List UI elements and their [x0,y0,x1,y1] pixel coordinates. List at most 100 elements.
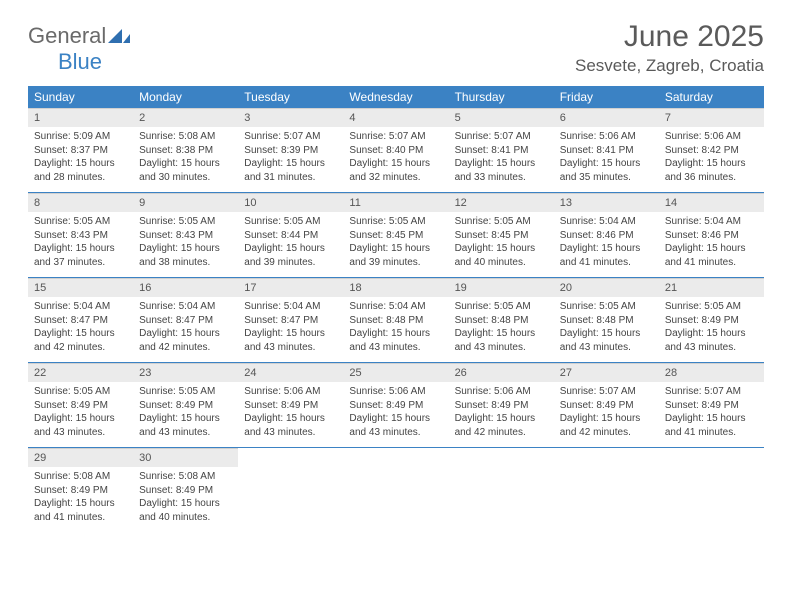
day-body: Sunrise: 5:05 AMSunset: 8:44 PMDaylight:… [238,212,343,278]
day-ss: Sunset: 8:48 PM [560,314,653,328]
day-cell [554,448,659,532]
week-row: 22Sunrise: 5:05 AMSunset: 8:49 PMDayligh… [28,363,764,448]
day-cell: 15Sunrise: 5:04 AMSunset: 8:47 PMDayligh… [28,278,133,363]
day-d2: and 43 minutes. [665,341,758,355]
day-d1: Daylight: 15 hours [560,412,653,426]
day-d2: and 32 minutes. [349,171,442,185]
col-sunday: Sunday [28,86,133,108]
day-number: 2 [133,108,238,127]
day-body: Sunrise: 5:05 AMSunset: 8:49 PMDaylight:… [28,382,133,448]
col-tuesday: Tuesday [238,86,343,108]
day-d2: and 28 minutes. [34,171,127,185]
day-d2: and 40 minutes. [455,256,548,270]
day-ss: Sunset: 8:42 PM [665,144,758,158]
day-body: Sunrise: 5:05 AMSunset: 8:49 PMDaylight:… [659,297,764,363]
day-ss: Sunset: 8:43 PM [139,229,232,243]
week-row: 29Sunrise: 5:08 AMSunset: 8:49 PMDayligh… [28,448,764,532]
day-cell: 8 Sunrise: 5:05 AMSunset: 8:43 PMDaylight… [28,193,133,278]
title-block: June 2025 Sesvete, Zagreb, Croatia [575,20,764,76]
week-row: 15Sunrise: 5:04 AMSunset: 8:47 PMDayligh… [28,278,764,363]
day-number: 5 [449,108,554,127]
day-cell [238,448,343,532]
day-number: 11 [343,193,448,212]
day-d1: Daylight: 15 hours [34,497,127,511]
day-d2: and 43 minutes. [244,426,337,440]
day-sr: Sunrise: 5:05 AM [139,385,232,399]
day-d2: and 41 minutes. [560,256,653,270]
day-ss: Sunset: 8:47 PM [139,314,232,328]
day-number: 8 [28,193,133,212]
day-d2: and 41 minutes. [665,426,758,440]
day-sr: Sunrise: 5:06 AM [244,385,337,399]
day-cell [449,448,554,532]
col-wednesday: Wednesday [343,86,448,108]
day-sr: Sunrise: 5:05 AM [139,215,232,229]
day-ss: Sunset: 8:49 PM [34,484,127,498]
day-d2: and 39 minutes. [349,256,442,270]
day-cell: 21Sunrise: 5:05 AMSunset: 8:49 PMDayligh… [659,278,764,363]
day-d1: Daylight: 15 hours [455,412,548,426]
page: General Blue June 2025 Sesvete, Zagreb, … [0,0,792,552]
day-d2: and 38 minutes. [139,256,232,270]
day-d2: and 43 minutes. [244,341,337,355]
day-cell: 11Sunrise: 5:05 AMSunset: 8:45 PMDayligh… [343,193,448,278]
day-body: Sunrise: 5:06 AMSunset: 8:42 PMDaylight:… [659,127,764,193]
day-sr: Sunrise: 5:07 AM [560,385,653,399]
day-ss: Sunset: 8:49 PM [665,314,758,328]
day-body: Sunrise: 5:04 AMSunset: 8:47 PMDaylight:… [238,297,343,363]
day-ss: Sunset: 8:43 PM [34,229,127,243]
day-cell: 25Sunrise: 5:06 AMSunset: 8:49 PMDayligh… [343,363,448,448]
day-ss: Sunset: 8:49 PM [139,399,232,413]
day-number: 22 [28,363,133,382]
day-d2: and 37 minutes. [34,256,127,270]
day-ss: Sunset: 8:49 PM [244,399,337,413]
day-number: 7 [659,108,764,127]
day-sr: Sunrise: 5:05 AM [455,300,548,314]
day-ss: Sunset: 8:46 PM [665,229,758,243]
day-sr: Sunrise: 5:04 AM [244,300,337,314]
day-cell: 3Sunrise: 5:07 AMSunset: 8:39 PMDaylight… [238,108,343,193]
day-d1: Daylight: 15 hours [349,412,442,426]
day-body: Sunrise: 5:07 AMSunset: 8:49 PMDaylight:… [659,382,764,448]
day-number: 12 [449,193,554,212]
day-d1: Daylight: 15 hours [665,157,758,171]
day-sr: Sunrise: 5:05 AM [34,215,127,229]
day-cell: 16Sunrise: 5:04 AMSunset: 8:47 PMDayligh… [133,278,238,363]
day-number: 6 [554,108,659,127]
day-ss: Sunset: 8:44 PM [244,229,337,243]
col-friday: Friday [554,86,659,108]
day-d1: Daylight: 15 hours [139,327,232,341]
day-body: Sunrise: 5:07 AMSunset: 8:39 PMDaylight:… [238,127,343,193]
day-d2: and 43 minutes. [139,426,232,440]
day-ss: Sunset: 8:47 PM [34,314,127,328]
day-number: 28 [659,363,764,382]
day-cell: 22Sunrise: 5:05 AMSunset: 8:49 PMDayligh… [28,363,133,448]
day-number: 19 [449,278,554,297]
day-body: Sunrise: 5:04 AMSunset: 8:46 PMDaylight:… [659,212,764,278]
day-sr: Sunrise: 5:05 AM [349,215,442,229]
day-sr: Sunrise: 5:04 AM [665,215,758,229]
day-ss: Sunset: 8:48 PM [349,314,442,328]
day-body: Sunrise: 5:05 AMSunset: 8:45 PMDaylight:… [449,212,554,278]
day-sr: Sunrise: 5:09 AM [34,130,127,144]
day-ss: Sunset: 8:45 PM [349,229,442,243]
day-d1: Daylight: 15 hours [34,242,127,256]
day-body: Sunrise: 5:07 AMSunset: 8:41 PMDaylight:… [449,127,554,193]
day-sr: Sunrise: 5:07 AM [665,385,758,399]
day-sr: Sunrise: 5:06 AM [560,130,653,144]
day-number: 9 [133,193,238,212]
day-body: Sunrise: 5:06 AMSunset: 8:49 PMDaylight:… [238,382,343,448]
day-cell [659,448,764,532]
day-sr: Sunrise: 5:04 AM [34,300,127,314]
day-ss: Sunset: 8:41 PM [560,144,653,158]
day-d1: Daylight: 15 hours [349,157,442,171]
day-cell: 26Sunrise: 5:06 AMSunset: 8:49 PMDayligh… [449,363,554,448]
day-body: Sunrise: 5:05 AMSunset: 8:48 PMDaylight:… [449,297,554,363]
empty-day [554,448,659,506]
empty-day [238,448,343,506]
header: General Blue June 2025 Sesvete, Zagreb, … [28,20,764,76]
day-sr: Sunrise: 5:05 AM [244,215,337,229]
day-number: 30 [133,448,238,467]
day-body: Sunrise: 5:06 AMSunset: 8:49 PMDaylight:… [449,382,554,448]
day-cell: 4Sunrise: 5:07 AMSunset: 8:40 PMDaylight… [343,108,448,193]
